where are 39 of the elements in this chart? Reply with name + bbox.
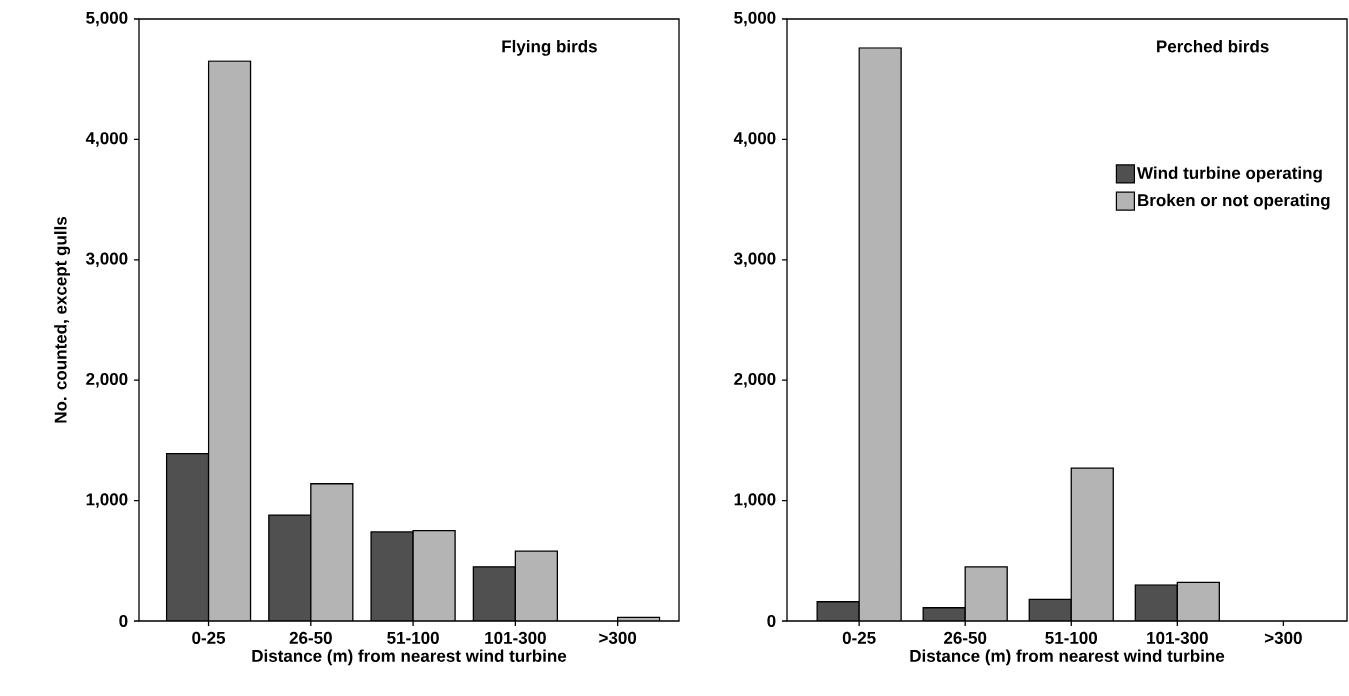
text: Flying birds [502,39,597,56]
x-tick-label: 101-300 [1147,631,1208,644]
y-tick-label: 5,000 [86,11,128,27]
y-tick-label: 1,000 [86,493,128,508]
y-tick-label: 1,000 [734,493,776,508]
bar [1070,467,1114,621]
bar [165,452,210,621]
x-tick-label: 51-100 [387,631,439,644]
legend-label: Broken or not operating [1138,193,1330,210]
y-tick-label: 2,000 [86,372,128,388]
x-tick-label: 26-50 [289,631,332,644]
x-tick-label: >300 [599,631,637,644]
x-axis-title: Distance (m) from nearest wind turbine [252,649,567,666]
bar [472,566,517,621]
bar [964,566,1008,621]
bar [370,531,414,621]
x-tick-label: 51-100 [1045,631,1098,644]
y-tick-label: 3,000 [85,252,128,268]
y-tick-label: 5,000 [734,11,776,27]
y-tick-label: 2,000 [734,372,776,388]
x-tick-label: 101-300 [485,631,546,644]
y-tick-label: 0 [767,614,776,628]
bar [1176,581,1220,621]
x-tick-label: >300 [1264,631,1302,644]
text: Perched birds [1157,39,1269,53]
x-axis-title: Distance (m) from nearest wind turbine [910,649,1225,666]
y-tick-label: 3,000 [733,252,776,268]
legend-label: Wind turbine operating [1137,166,1322,183]
x-tick-label: 0-25 [842,631,876,644]
y-tick-label: 4,000 [733,132,776,147]
bar [1028,598,1072,621]
x-tick-label: 26-50 [944,631,987,644]
y-tick-label: 4,000 [85,132,128,147]
y-tick-label: 0 [119,614,128,628]
bar [858,47,902,621]
y-axis-title: No. counted, except gulls [54,216,71,423]
bar [268,514,312,621]
bar [1134,584,1178,621]
x-tick-label: 0-25 [192,631,226,644]
